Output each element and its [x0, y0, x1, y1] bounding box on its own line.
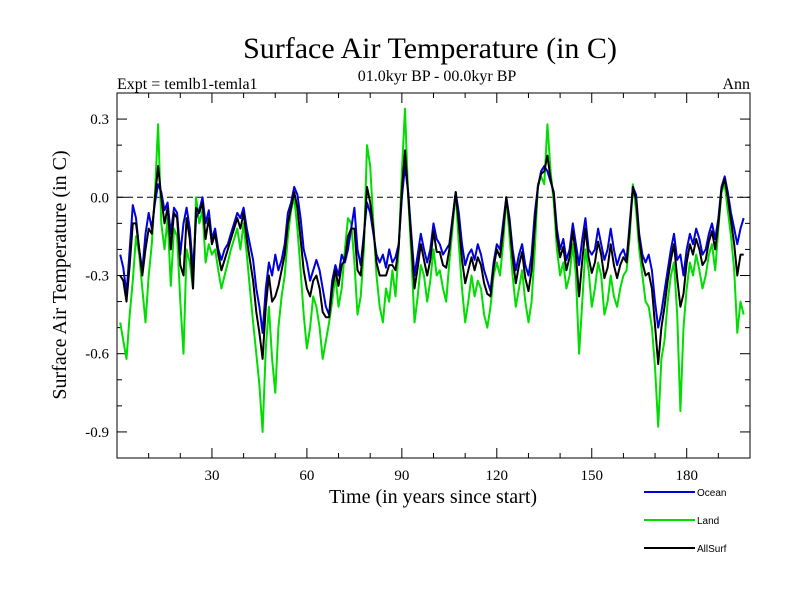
x-tick-label: 90 — [394, 468, 409, 484]
x-tick-label: 30 — [204, 468, 219, 484]
series-lines — [119, 107, 745, 433]
legend-label-allsurf: AllSurf — [697, 544, 727, 555]
series-line-land — [119, 107, 745, 433]
y-tick-label: -0.6 — [85, 347, 109, 363]
series-line-allsurf — [119, 149, 744, 366]
y-axis-label: Surface Air Temperature (in C) — [49, 150, 71, 399]
chart-subtitle-right: Ann — [722, 76, 750, 93]
y-tick-label: 0.0 — [90, 190, 109, 206]
x-tick-label: 180 — [675, 468, 698, 484]
legend-label-land: Land — [697, 516, 719, 527]
x-axis-label: Time (in years since start) — [329, 486, 537, 508]
plot-area — [116, 92, 751, 459]
legend: Ocean Land AllSurf — [644, 488, 727, 555]
chart-subtitle-left: Expt = temlb1-temla1 — [117, 76, 258, 93]
y-tick-label: -0.9 — [85, 425, 109, 441]
x-tick-label: 120 — [486, 468, 509, 484]
y-tick-label: 0.3 — [90, 112, 109, 128]
legend-label-ocean: Ocean — [697, 488, 726, 499]
y-tick-label: -0.3 — [85, 269, 109, 285]
chart-subtitle-center: 01.0kyr BP - 00.0kyr BP — [358, 68, 517, 85]
axis-ticks: 30 60 90 120 150 180 0.3 0.0 -0.3 -0.6 -0.9 — [85, 93, 750, 484]
x-tick-label: 150 — [581, 468, 604, 484]
chart-title: Surface Air Temperature (in C) — [243, 32, 617, 65]
x-tick-label: 60 — [299, 468, 314, 484]
